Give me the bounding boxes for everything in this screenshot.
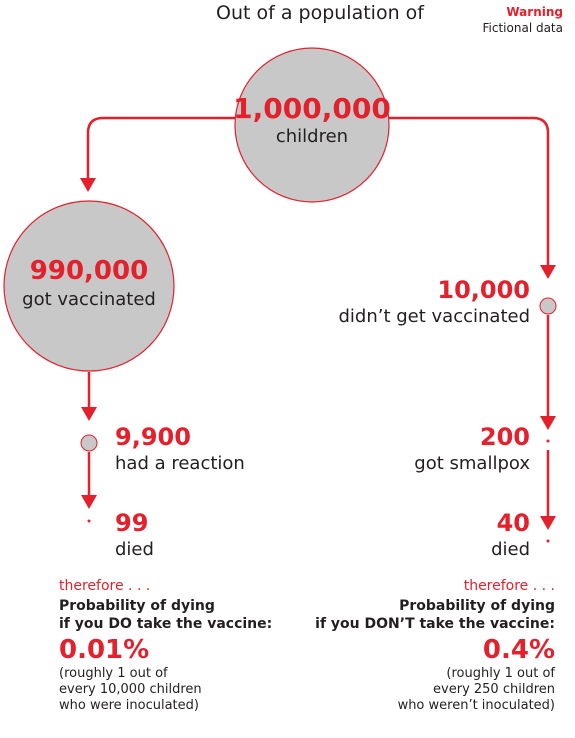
unvaccinated-node	[539, 297, 557, 315]
reaction-number: 9,900	[115, 423, 191, 451]
therefore-label: therefore . . .	[59, 578, 151, 594]
reaction-node	[80, 434, 98, 452]
reaction-label: had a reaction	[115, 453, 245, 474]
probability-line-2: if you DO take the vaccine:	[59, 616, 273, 632]
vaccinated-died-number: 99	[115, 509, 149, 537]
died-node	[87, 519, 91, 523]
note-line-3: who were inoculated)	[59, 698, 199, 713]
warning-title: Warning	[506, 5, 563, 19]
unvaccinated-label: didn’t get vaccinated	[338, 306, 530, 327]
probability-line-2: if you DON’T take the vaccine:	[315, 616, 555, 632]
note-line-2: every 250 children	[433, 682, 555, 697]
arrowhead	[81, 495, 97, 509]
warning-subtitle: Fictional data	[482, 21, 563, 35]
note-line-1: (roughly 1 out of	[59, 666, 168, 681]
unvaccinated-died-number: 40	[496, 509, 530, 537]
unvaccinated-died-label: died	[491, 539, 530, 560]
header-title: Out of a population of	[216, 2, 424, 24]
unvaccinated-number: 10,000	[437, 276, 530, 304]
probability-percent: 0.4%	[482, 635, 555, 665]
connector-to-vaccinated	[86, 116, 240, 178]
smallpox-number: 200	[479, 423, 530, 451]
arrowhead	[540, 516, 556, 530]
arrowhead	[80, 178, 96, 192]
probability-line-1: Probability of dying	[59, 598, 215, 614]
population-number: 1,000,000	[233, 92, 391, 125]
smallpox-node	[546, 439, 550, 443]
population-label: children	[275, 126, 349, 147]
arrowhead	[540, 265, 556, 279]
vaccinated-label: got vaccinated	[22, 289, 156, 310]
therefore-label: therefore . . .	[463, 578, 555, 594]
probability-percent: 0.01%	[59, 635, 150, 665]
note-line-3: who weren’t inoculated)	[397, 698, 555, 713]
unvaccinated-conclusion: therefore . . . Probability of dying if …	[295, 578, 555, 714]
vaccinated-conclusion: therefore . . . Probability of dying if …	[59, 578, 299, 714]
probability-line-1: Probability of dying	[399, 598, 555, 614]
vaccinated-circle	[3, 200, 175, 372]
arrowhead	[81, 407, 97, 421]
arrowhead	[540, 416, 556, 430]
population-circle	[234, 47, 390, 203]
connector-to-unvaccinated	[382, 116, 550, 265]
died-node	[546, 539, 550, 543]
note-line-2: every 10,000 children	[59, 682, 202, 697]
note-line-1: (roughly 1 out of	[446, 666, 555, 681]
smallpox-label: got smallpox	[414, 453, 530, 474]
vaccinated-number: 990,000	[29, 256, 149, 286]
vaccinated-died-label: died	[115, 539, 154, 560]
